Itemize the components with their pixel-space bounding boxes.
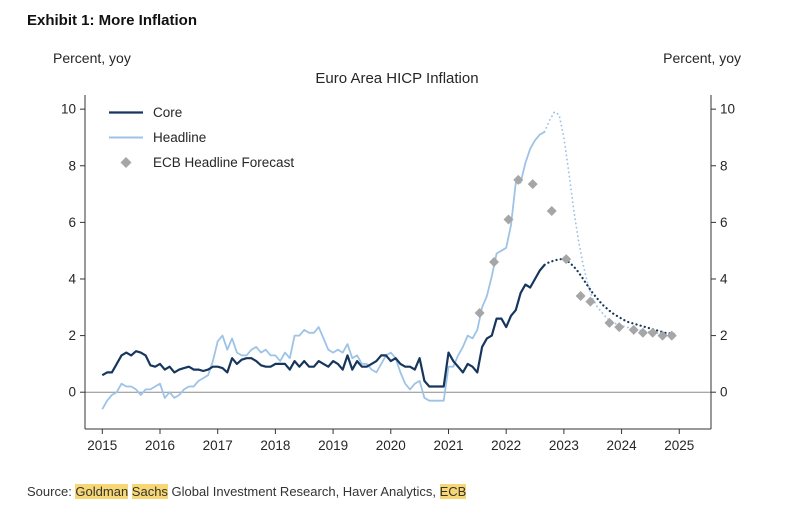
- y-tick-label: 6: [720, 215, 728, 230]
- forecast-diamond-marker: [561, 254, 572, 265]
- y-tick-label: 0: [720, 385, 728, 400]
- inflation-chart: 0 0 2 2 4 4 6 6 8 8 10 10 2015 2016 2017 2018 2019 2020 20…: [53, 50, 741, 453]
- x-tick-label: 2019: [318, 438, 348, 453]
- forecast-diamond-marker: [647, 327, 658, 338]
- legend: Core Headline ECB Headline Forecast: [109, 105, 294, 170]
- y-tick-label: 2: [68, 328, 76, 343]
- x-tick-label: 2020: [376, 438, 406, 453]
- x-tick-label: 2015: [87, 438, 117, 453]
- forecast-diamond-marker: [474, 307, 485, 318]
- source-text: Source:: [27, 484, 76, 499]
- y-tick-label: 8: [720, 158, 728, 173]
- forecast-diamond-marker: [628, 324, 639, 335]
- forecast-diamond-marker: [666, 330, 677, 341]
- source-highlight: Sachs: [131, 484, 168, 499]
- headline-actual-line: [101, 131, 546, 410]
- x-tick-label: 2021: [433, 438, 463, 453]
- forecast-diamond-marker: [489, 257, 500, 267]
- y-tick-label: 10: [61, 102, 76, 117]
- source-text: Global Investment Research, Haver Analyt…: [167, 484, 440, 499]
- y-tick-label: 2: [720, 328, 728, 343]
- forecast-diamond-marker: [585, 296, 596, 307]
- chart-title: Euro Area HICP Inflation: [315, 70, 478, 87]
- legend-diamond-swatch: [120, 157, 132, 168]
- forecast-diamond-marker: [575, 290, 586, 301]
- legend-label: ECB Headline Forecast: [153, 155, 294, 170]
- source-note: Source: Goldman Sachs Global Investment …: [27, 484, 768, 499]
- y-tick-label: 4: [720, 271, 728, 286]
- exhibit-title: Exhibit 1: More Inflation: [27, 12, 198, 29]
- forecast-diamond-marker: [614, 322, 625, 333]
- forecast-diamond-marker: [546, 206, 557, 217]
- forecast-diamond-marker: [513, 174, 524, 185]
- y-tick-label: 8: [68, 158, 76, 173]
- legend-label: Headline: [153, 130, 206, 145]
- y-axis-unit-left: Percent, yoy: [53, 50, 131, 66]
- chart-container: 0 0 2 2 4 4 6 6 8 8 10 10 2015 2016 2017 2018 2019 2020 20…: [27, 37, 767, 474]
- y-axis-unit-right: Percent, yoy: [663, 50, 741, 66]
- forecast-diamond-marker: [657, 330, 668, 341]
- x-tick-label: 2025: [664, 438, 694, 453]
- x-tick-label: 2018: [260, 438, 290, 453]
- x-tick-label: 2017: [203, 438, 233, 453]
- forecast-diamond-marker: [604, 317, 615, 328]
- forecast-diamond-marker: [527, 179, 538, 190]
- y-tick-label: 4: [68, 271, 76, 286]
- headline-forecast-line: [543, 111, 676, 337]
- y-tick-label: 6: [68, 215, 76, 230]
- source-highlight: Goldman: [75, 484, 129, 499]
- legend-label: Core: [153, 105, 182, 120]
- x-tick-label: 2016: [145, 438, 175, 453]
- x-tick-label: 2022: [491, 438, 521, 453]
- page: Exhibit 1: More Inflation 0 0 2 2 4 4 6 6 8 8 10 10…: [27, 12, 768, 499]
- core-actual-line: [101, 264, 546, 388]
- y-tick-label: 0: [68, 385, 76, 400]
- source-highlight: ECB: [439, 484, 467, 499]
- x-tick-label: 2023: [549, 438, 579, 453]
- forecast-diamond-marker: [503, 214, 514, 225]
- y-tick-label: 10: [720, 102, 735, 117]
- forecast-diamond-marker: [637, 327, 648, 338]
- x-tick-label: 2024: [607, 438, 638, 453]
